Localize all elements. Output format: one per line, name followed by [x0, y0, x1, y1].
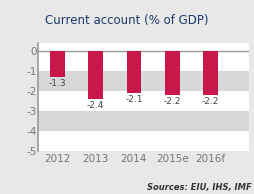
Bar	[88, 51, 103, 99]
Text: -1.3: -1.3	[49, 79, 66, 88]
Bar	[165, 51, 180, 95]
Text: -2.2: -2.2	[202, 97, 219, 106]
Text: -2.1: -2.1	[125, 95, 143, 104]
Bar	[38, 71, 249, 91]
Text: -2.4: -2.4	[87, 101, 104, 110]
Text: Current account (% of GDP): Current account (% of GDP)	[45, 14, 209, 27]
Bar	[127, 51, 141, 93]
Text: -2.2: -2.2	[164, 97, 181, 106]
Bar	[203, 51, 218, 95]
Bar	[38, 111, 249, 131]
Text: Sources: EIU, IHS, IMF: Sources: EIU, IHS, IMF	[147, 183, 251, 192]
Bar	[50, 51, 65, 77]
